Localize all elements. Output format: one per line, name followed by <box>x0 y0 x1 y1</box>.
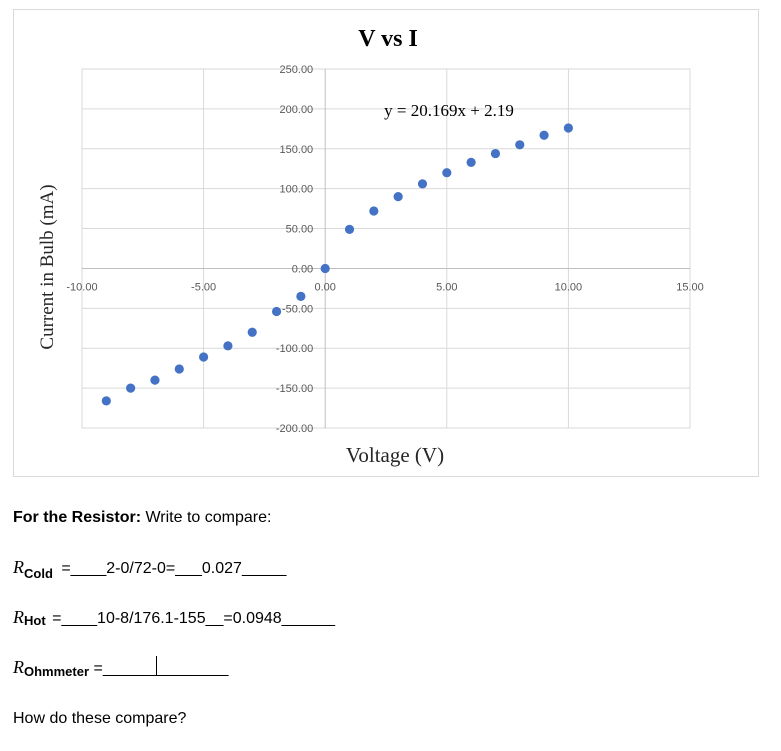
resistor-heading-rest: Write to compare: <box>141 509 272 526</box>
compare-question: How do these compare? <box>13 710 187 727</box>
r-hot-subscript: Hot <box>24 613 46 628</box>
data-point <box>515 140 525 150</box>
data-point <box>101 396 111 406</box>
resistor-heading-bold: For the Resistor: <box>13 509 142 526</box>
x-tick-label: 0.00 <box>314 281 335 293</box>
grid-layer <box>81 68 691 429</box>
r-ohmmeter-subscript: Ohmmeter <box>24 664 90 679</box>
y-tick-label: 50.00 <box>286 224 314 236</box>
resistor-heading: For the Resistor: Write to compare: <box>13 509 271 527</box>
data-point <box>369 206 379 216</box>
data-point <box>344 224 355 234</box>
x-tick-label: -10.00 <box>66 281 97 293</box>
r-hot-value[interactable]: =____10-8/176.1-155__=0.0948______ <box>47 610 336 627</box>
r-ohmmeter-blank-after[interactable]: ________ <box>157 660 229 677</box>
r-hot-symbol: R <box>13 607 24 627</box>
chart-svg: 250.00200.00150.00100.0050.000.00-50.00-… <box>37 26 704 467</box>
x-tick-label: -5.00 <box>191 281 216 293</box>
y-tick-label: -100.00 <box>276 343 313 355</box>
data-point <box>247 327 257 337</box>
x-axis-label: Voltage (V) <box>346 443 444 467</box>
x-tick-label: 10.00 <box>555 281 583 293</box>
data-point <box>199 352 209 362</box>
data-point <box>442 168 452 178</box>
r-ohmmeter-line: ROhmmeter =______________ <box>13 656 229 679</box>
axis-layer <box>82 69 690 428</box>
text-cursor <box>156 656 158 676</box>
r-cold-value[interactable]: =____2-0/72-0=___0.027_____ <box>56 560 287 577</box>
data-point <box>223 341 233 351</box>
y-tick-label: 250.00 <box>280 64 314 76</box>
data-point <box>174 364 184 374</box>
y-tick-label: 200.00 <box>280 104 314 116</box>
y-tick-label: -200.00 <box>276 423 313 435</box>
y-tick-label: -150.00 <box>276 383 313 395</box>
r-cold-subscript: Cold <box>24 566 53 581</box>
r-ohmmeter-value[interactable]: =______________ <box>89 656 229 677</box>
r-hot-line: RHot =____10-8/176.1-155__=0.0948______ <box>13 607 335 628</box>
r-ohmmeter-symbol: R <box>13 657 24 677</box>
data-point <box>393 192 403 202</box>
chart-title: V vs I <box>358 26 418 52</box>
y-axis-label: Current in Bulb (mA) <box>37 184 58 349</box>
data-point <box>126 383 136 393</box>
y-tick-label: -50.00 <box>282 303 313 315</box>
x-tick-label: 15.00 <box>676 281 704 293</box>
data-point <box>466 157 476 167</box>
r-cold-symbol: R <box>13 557 24 577</box>
point-layer <box>101 123 574 406</box>
tick-layer: 250.00200.00150.00100.0050.000.00-50.00-… <box>66 64 703 435</box>
data-point <box>320 263 330 274</box>
data-point <box>417 179 428 189</box>
y-tick-label: 150.00 <box>280 144 314 156</box>
y-tick-label: 100.00 <box>280 184 314 196</box>
data-point <box>490 148 501 159</box>
r-ohmmeter-blank-before[interactable]: =______ <box>89 660 157 677</box>
y-tick-label: 0.00 <box>292 263 313 275</box>
r-cold-line: RCold =____2-0/72-0=___0.027_____ <box>13 557 287 581</box>
x-tick-label: 5.00 <box>436 281 457 293</box>
data-point <box>150 375 160 385</box>
data-point <box>296 291 306 301</box>
chart-frame: 250.00 200.00 150.00 100.00 50.00 0.00 -50.00-… <box>13 9 759 477</box>
data-point <box>271 306 282 317</box>
data-point <box>563 123 574 133</box>
plot-area-border <box>81 68 691 429</box>
trendline-equation: y = 20.169x + 2.19 <box>384 101 514 120</box>
data-point <box>539 130 549 140</box>
